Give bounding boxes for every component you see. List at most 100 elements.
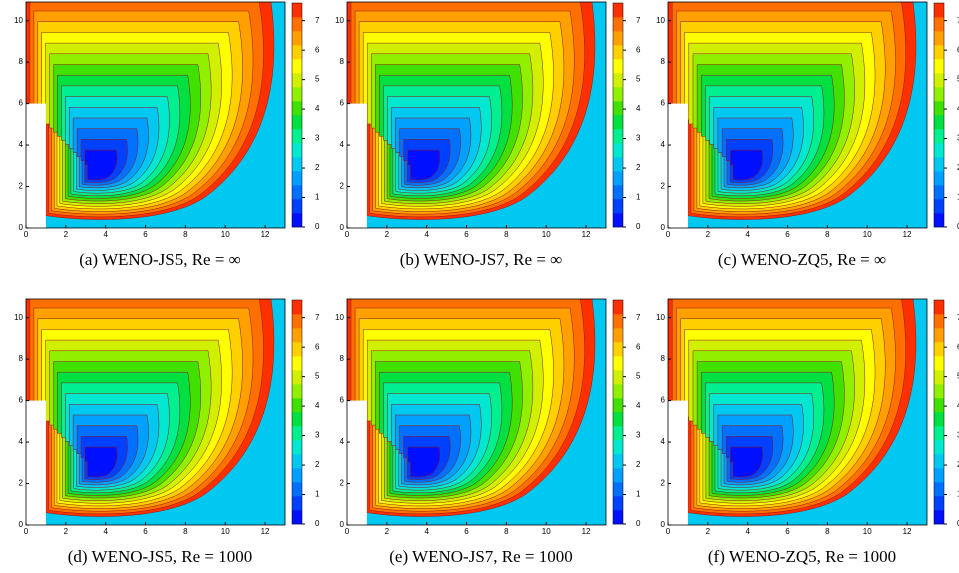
colorbar-swatch: [934, 31, 944, 46]
y-tick-label: 4: [340, 437, 345, 446]
contour-plot: [347, 299, 606, 525]
y-tick-label: 4: [19, 140, 24, 149]
colorbar-swatch: [292, 510, 302, 525]
colorbar-swatch: [934, 115, 944, 130]
colorbar-tick-label: 5: [957, 75, 959, 84]
colorbar-swatch: [934, 482, 944, 497]
x-tick-label: 0: [345, 527, 350, 536]
x-tick-label: 12: [261, 527, 270, 536]
x-tick-label: 8: [825, 527, 830, 536]
colorbar-swatch: [292, 73, 302, 88]
x-tick-label: 4: [103, 230, 108, 239]
colorbar-tick-label: 5: [957, 372, 959, 381]
colorbar-swatch: [613, 31, 623, 46]
colorbar-swatch: [613, 510, 623, 525]
colorbar-swatch: [613, 129, 623, 144]
colorbar-swatch: [934, 213, 944, 228]
colorbar-swatch: [613, 482, 623, 497]
contour-band: [84, 149, 118, 181]
colorbar-swatch: [292, 300, 302, 315]
x-tick-label: 2: [385, 230, 390, 239]
colorbar-tick-label: 3: [636, 431, 641, 440]
colorbar-swatch: [934, 3, 944, 18]
colorbar-tick-label: 3: [315, 431, 320, 440]
colorbar-tick-label: 0: [957, 519, 959, 528]
caption: (a) WENO-JS5, Re = ∞: [79, 250, 241, 269]
y-tick-label: 4: [661, 437, 666, 446]
y-tick-label: 0: [19, 223, 24, 232]
x-tick-label: 4: [745, 230, 750, 239]
colorbar-tick-label: 5: [636, 372, 641, 381]
colorbar-tick-label: 6: [957, 45, 959, 54]
colorbar-swatch: [934, 171, 944, 186]
colorbar-swatch: [292, 87, 302, 102]
colorbar-swatch: [934, 356, 944, 371]
x-tick-label: 4: [745, 527, 750, 536]
colorbar-swatch: [292, 482, 302, 497]
colorbar-swatch: [292, 59, 302, 74]
step: [668, 103, 688, 228]
x-tick-label: 8: [825, 230, 830, 239]
colorbar-tick-label: 2: [957, 163, 959, 172]
caption: (d) WENO-JS5, Re = 1000: [68, 547, 252, 566]
colorbar-swatch: [934, 314, 944, 329]
x-tick-label: 6: [464, 527, 469, 536]
x-tick-label: 0: [666, 230, 671, 239]
colorbar-swatch: [292, 45, 302, 60]
colorbar-tick-label: 7: [636, 16, 641, 25]
y-tick-label: 10: [335, 313, 344, 322]
colorbar-swatch: [934, 45, 944, 60]
colorbar-swatch: [613, 356, 623, 371]
x-tick-label: 6: [464, 230, 469, 239]
colorbar-swatch: [613, 87, 623, 102]
x-tick-label: 0: [24, 230, 29, 239]
y-tick-label: 0: [661, 520, 666, 529]
colorbar-swatch: [613, 412, 623, 427]
colorbar-swatch: [613, 454, 623, 469]
colorbar-swatch: [292, 468, 302, 483]
frame: [667, 298, 928, 526]
y-tick-label: 10: [335, 16, 344, 25]
colorbar-tick-label: 7: [315, 313, 320, 322]
y-tick-label: 10: [656, 16, 665, 25]
colorbar-tick-label: 3: [957, 431, 959, 440]
colorbar-swatch: [934, 199, 944, 214]
colorbar-swatch: [934, 129, 944, 144]
y-tick-label: 8: [19, 57, 24, 66]
colorbar-swatch: [934, 510, 944, 525]
y-tick-label: 6: [340, 99, 345, 108]
colorbar-swatch: [292, 171, 302, 186]
colorbar-tick-label: 4: [315, 104, 320, 113]
contour-band: [730, 149, 763, 181]
colorbar-swatch: [934, 143, 944, 158]
colorbar-swatch: [613, 328, 623, 343]
y-tick-label: 6: [19, 99, 24, 108]
contour-band: [407, 149, 441, 181]
colorbar-swatch: [613, 342, 623, 357]
step: [347, 400, 367, 525]
colorbar-swatch: [934, 496, 944, 511]
frame: [667, 1, 928, 229]
colorbar-frame: [291, 2, 303, 228]
y-tick-label: 2: [661, 479, 666, 488]
y-tick-label: 4: [19, 437, 24, 446]
colorbar-swatch: [613, 3, 623, 18]
colorbar-swatch: [934, 73, 944, 88]
colorbar-swatch: [934, 342, 944, 357]
contour-band: [730, 446, 763, 478]
colorbar-tick-label: 6: [957, 342, 959, 351]
colorbar-swatch: [613, 17, 623, 32]
colorbar-swatch: [934, 426, 944, 441]
colorbar-swatch: [934, 300, 944, 315]
colorbar-swatch: [934, 370, 944, 385]
x-tick-label: 8: [183, 230, 188, 239]
y-tick-label: 2: [340, 182, 345, 191]
caption: (e) WENO-JS7, Re = 1000: [389, 547, 573, 566]
frame: [25, 298, 286, 526]
contour-band: [84, 446, 118, 478]
x-tick-label: 10: [221, 527, 230, 536]
colorbar-swatch: [292, 31, 302, 46]
